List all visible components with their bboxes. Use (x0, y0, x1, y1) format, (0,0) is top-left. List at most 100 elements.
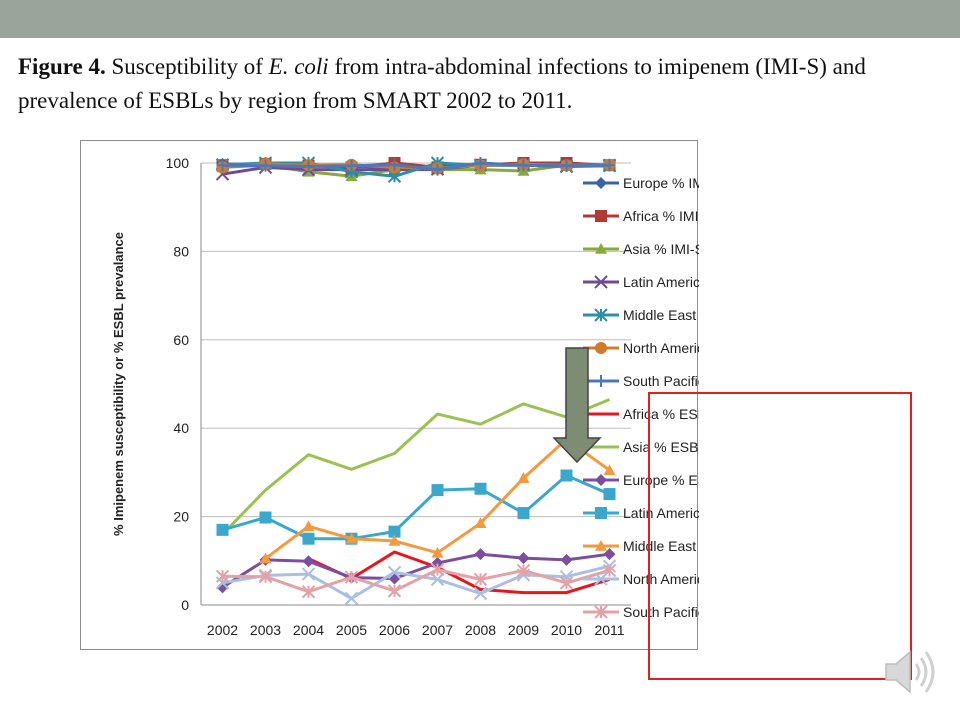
x-tick-label: 2009 (508, 622, 539, 638)
data-point (473, 572, 488, 587)
series-line (222, 474, 611, 541)
data-point (345, 532, 358, 544)
legend-marker (595, 375, 607, 387)
legend-entry: Middle East % ESBL (623, 538, 699, 554)
data-point (431, 546, 444, 558)
series-line (222, 161, 610, 172)
data-point (603, 488, 616, 501)
speaker-icon[interactable] (878, 640, 942, 704)
data-point (216, 159, 229, 172)
y-tick-label: 100 (166, 155, 190, 171)
legend-entry: North America % ESBL (623, 571, 699, 587)
x-tick-label: 2011 (594, 622, 624, 638)
data-point (258, 570, 273, 584)
x-tick-label: 2005 (336, 622, 367, 638)
data-point (259, 552, 272, 564)
data-point (560, 553, 573, 566)
series-line (221, 552, 610, 589)
x-tick-label: 2004 (293, 622, 324, 638)
figure-caption: Figure 4. Susceptibility of E. coli from… (18, 50, 948, 118)
legend-entry: Asia % ESBL (623, 439, 699, 455)
y-tick-label: 60 (173, 332, 189, 348)
data-point (474, 517, 487, 529)
y-tick-label: 20 (173, 509, 189, 525)
series-line (221, 398, 611, 536)
down-arrow-icon (553, 347, 602, 464)
data-point (302, 520, 315, 532)
caption-text-1: Susceptibility of (105, 54, 269, 79)
series-line (307, 550, 610, 595)
data-point (216, 581, 229, 594)
data-point (302, 555, 315, 568)
data-point (474, 157, 487, 169)
caption-organism: E. coli (268, 54, 329, 79)
data-point (559, 576, 574, 590)
data-point (517, 552, 530, 565)
x-tick-label: 2003 (250, 622, 281, 638)
data-point (344, 591, 359, 606)
data-point (387, 565, 402, 579)
x-tick-label: 2002 (207, 622, 238, 638)
legend-entry: South Pacific % ESBL (623, 604, 699, 620)
legend-entry: Asia % IMI-S (623, 241, 699, 257)
y-tick-label: 0 (181, 597, 189, 613)
legend-marker (594, 275, 608, 289)
data-point (430, 572, 445, 587)
legend-marker (594, 605, 608, 619)
data-point (302, 160, 315, 173)
legend-entry: South Pacific % IMI-S (623, 373, 699, 389)
data-point (388, 572, 401, 585)
legend-entry: Africa % ESBL (623, 406, 699, 422)
legend-entry: Latin America % IMI-S (623, 274, 699, 290)
legend-marker (595, 243, 607, 254)
data-point (301, 585, 316, 599)
line-chart: 0 20 40 60 80 100 2002 2003 2004 2005 2006 2007 2008… (111, 155, 699, 638)
legend-marker (595, 210, 607, 222)
legend-marker (594, 308, 608, 322)
data-point (301, 567, 316, 581)
figure-label: Figure 4. (18, 54, 106, 79)
data-point (431, 484, 444, 497)
y-axis-label: % Imipenem susceptibility or % ESBL prev… (111, 232, 126, 536)
data-point (517, 507, 530, 520)
chart-frame: 0 20 40 60 80 100 2002 2003 2004 2005 2006 2007 2008… (80, 140, 699, 650)
data-point (560, 159, 573, 172)
data-point (560, 469, 573, 482)
data-point (603, 548, 616, 561)
series-line (222, 568, 610, 594)
data-point (474, 482, 487, 495)
data-point (517, 472, 530, 483)
data-point (302, 532, 315, 545)
legend-entry: North America % IMI-S (623, 340, 699, 356)
data-point (603, 464, 616, 475)
data-point (388, 525, 401, 538)
data-point (344, 570, 359, 584)
data-point (516, 563, 531, 578)
x-tick-label: 2006 (379, 622, 410, 638)
x-tick-label: 2007 (422, 622, 453, 638)
data-point (430, 562, 445, 577)
data-point (603, 159, 616, 172)
legend-marker (595, 342, 607, 354)
esbl-highlight-box (648, 392, 912, 680)
legend-entry: Africa % IMI-S (623, 208, 699, 224)
x-tick-label: 2008 (465, 622, 496, 638)
data-point (474, 548, 487, 561)
data-point (259, 511, 272, 524)
data-point (259, 159, 272, 172)
legend-entry: Europe % IMI-S (623, 175, 699, 191)
data-point (215, 569, 230, 583)
data-point (388, 158, 401, 171)
data-point (473, 586, 488, 601)
legend-marker (595, 474, 607, 486)
legend-entry: Latin America % ESBL (623, 505, 699, 521)
legend-marker (595, 177, 607, 189)
y-tick-label: 40 (173, 420, 189, 436)
title-band (0, 0, 960, 38)
data-point (431, 163, 444, 176)
data-point (216, 523, 229, 536)
data-point (388, 534, 401, 546)
data-point (345, 159, 358, 172)
legend-marker (594, 572, 608, 586)
legend-entry: Middle East % IMI-S (623, 307, 699, 323)
